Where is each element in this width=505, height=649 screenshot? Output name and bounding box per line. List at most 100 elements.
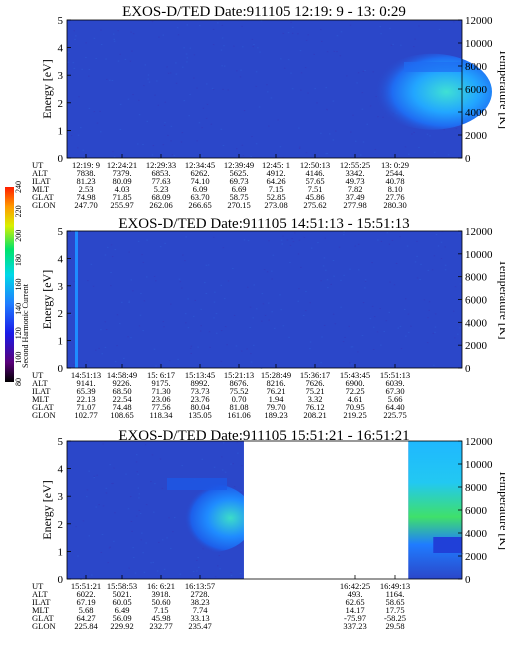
table-cell: 6.69 (232, 184, 247, 194)
heatmap-cell (119, 53, 121, 55)
table-cell: 5.23 (154, 184, 169, 194)
table-cell: 71.07 (76, 402, 95, 412)
table-row-label: ILAT (32, 176, 51, 186)
heatmap-cell (164, 122, 166, 124)
table-cell: 68.50 (112, 386, 131, 396)
heatmap-cell (212, 44, 215, 46)
table-row-label: MLT (32, 394, 50, 404)
heatmap-cell (291, 238, 293, 240)
heatmap-cell (259, 51, 261, 53)
heatmap-texture (67, 231, 462, 369)
heatmap-cell (255, 308, 258, 310)
heatmap-cell (267, 125, 270, 127)
heatmap-cell (298, 147, 301, 149)
y-tick-label: 4 (58, 43, 64, 55)
table-row-label: GLON (32, 621, 56, 631)
heatmap-cell (135, 515, 138, 517)
heatmap-cell (404, 146, 407, 148)
heatmap-cell (134, 572, 137, 574)
heatmap-area (67, 231, 462, 368)
heatmap-cell (189, 47, 192, 49)
table-cell: 71.85 (112, 192, 131, 202)
heatmap-cell (389, 27, 391, 29)
heatmap-cell (73, 30, 75, 32)
heatmap-cell (111, 256, 114, 258)
heatmap-cell (73, 67, 76, 69)
table-cell: 4.61 (348, 394, 363, 404)
heatmap-cell (250, 353, 252, 355)
y-tick-label: 4 (58, 464, 64, 476)
heatmap-cell (205, 292, 208, 294)
heatmap-cell (246, 348, 248, 350)
table-cell: 108.65 (110, 410, 133, 420)
heatmap-cell (147, 74, 150, 76)
heatmap-cell (376, 331, 379, 333)
y2-axis-label: Temperature [K] (497, 49, 505, 129)
table-cell: 23.06 (151, 394, 170, 404)
table-cell: 75.21 (305, 386, 324, 396)
heatmap-cell (241, 144, 244, 146)
heatmap-cell (377, 239, 379, 241)
table-cell: 80.04 (190, 402, 210, 412)
heatmap-cell (175, 62, 177, 64)
heatmap-cell (121, 301, 123, 303)
table-cell: 225.75 (383, 410, 406, 420)
heatmap-cell (221, 456, 223, 458)
table-cell: 80.09 (112, 176, 131, 186)
table-cell: 81.08 (229, 402, 248, 412)
heatmap-cell (187, 327, 190, 329)
heatmap-cell (176, 27, 179, 29)
table-cell: 225.84 (74, 621, 98, 631)
heatmap-cell (213, 236, 215, 238)
heatmap-cell (213, 301, 216, 303)
heatmap-cell (184, 313, 187, 315)
heatmap-cell (408, 331, 410, 333)
table-cell: 37.49 (345, 192, 364, 202)
heatmap-cell (373, 316, 376, 318)
table-cell: 9141. (76, 378, 95, 388)
heatmap-cell (379, 26, 381, 28)
heatmap-cell (83, 576, 85, 578)
table-cell: 14:51:13 (71, 370, 101, 380)
heatmap-cell (88, 535, 91, 537)
heatmap-cell (388, 243, 391, 245)
table-cell: 208.21 (303, 410, 326, 420)
heatmap-cell (189, 93, 191, 95)
table-cell: 50.60 (151, 597, 170, 607)
heatmap-cell (271, 270, 273, 272)
heatmap-cell (204, 282, 206, 284)
plasma-enhancement-top (404, 62, 462, 72)
table-cell: 8.10 (388, 184, 403, 194)
heatmap-cell (262, 303, 265, 305)
table-cell: 7.15 (269, 184, 284, 194)
table-cell: 8216. (266, 378, 285, 388)
heatmap-cell (113, 156, 116, 158)
heatmap-cell (130, 31, 132, 33)
table-row-label: GLAT (32, 402, 55, 412)
heatmap-cell (407, 313, 410, 315)
table-cell: 8992. (190, 378, 209, 388)
heatmap-cell (196, 570, 198, 572)
heatmap-cell (252, 344, 255, 346)
heatmap-cell (459, 327, 461, 329)
heatmap-cell (339, 55, 342, 57)
heatmap-cell (155, 365, 157, 367)
heatmap-cell (212, 89, 215, 91)
y2-tick-label: 12000 (465, 436, 493, 448)
heatmap-cell (75, 526, 77, 528)
heatmap-cell (300, 89, 302, 91)
heatmap-cell (410, 325, 412, 327)
heatmap-cell (144, 64, 147, 66)
heatmap-cell (423, 299, 426, 301)
table-cell: 76.21 (266, 386, 285, 396)
heatmap-cell (343, 274, 345, 276)
heatmap-cell (364, 280, 367, 282)
heatmap-cell (98, 347, 100, 349)
heatmap-cell (170, 140, 172, 142)
heatmap-cell (326, 108, 328, 110)
heatmap-cell (202, 107, 205, 109)
table-cell: 72.25 (345, 386, 364, 396)
table-cell: 277.98 (343, 200, 366, 210)
table-row-label: UT (32, 160, 44, 170)
heatmap-cell (323, 257, 326, 259)
